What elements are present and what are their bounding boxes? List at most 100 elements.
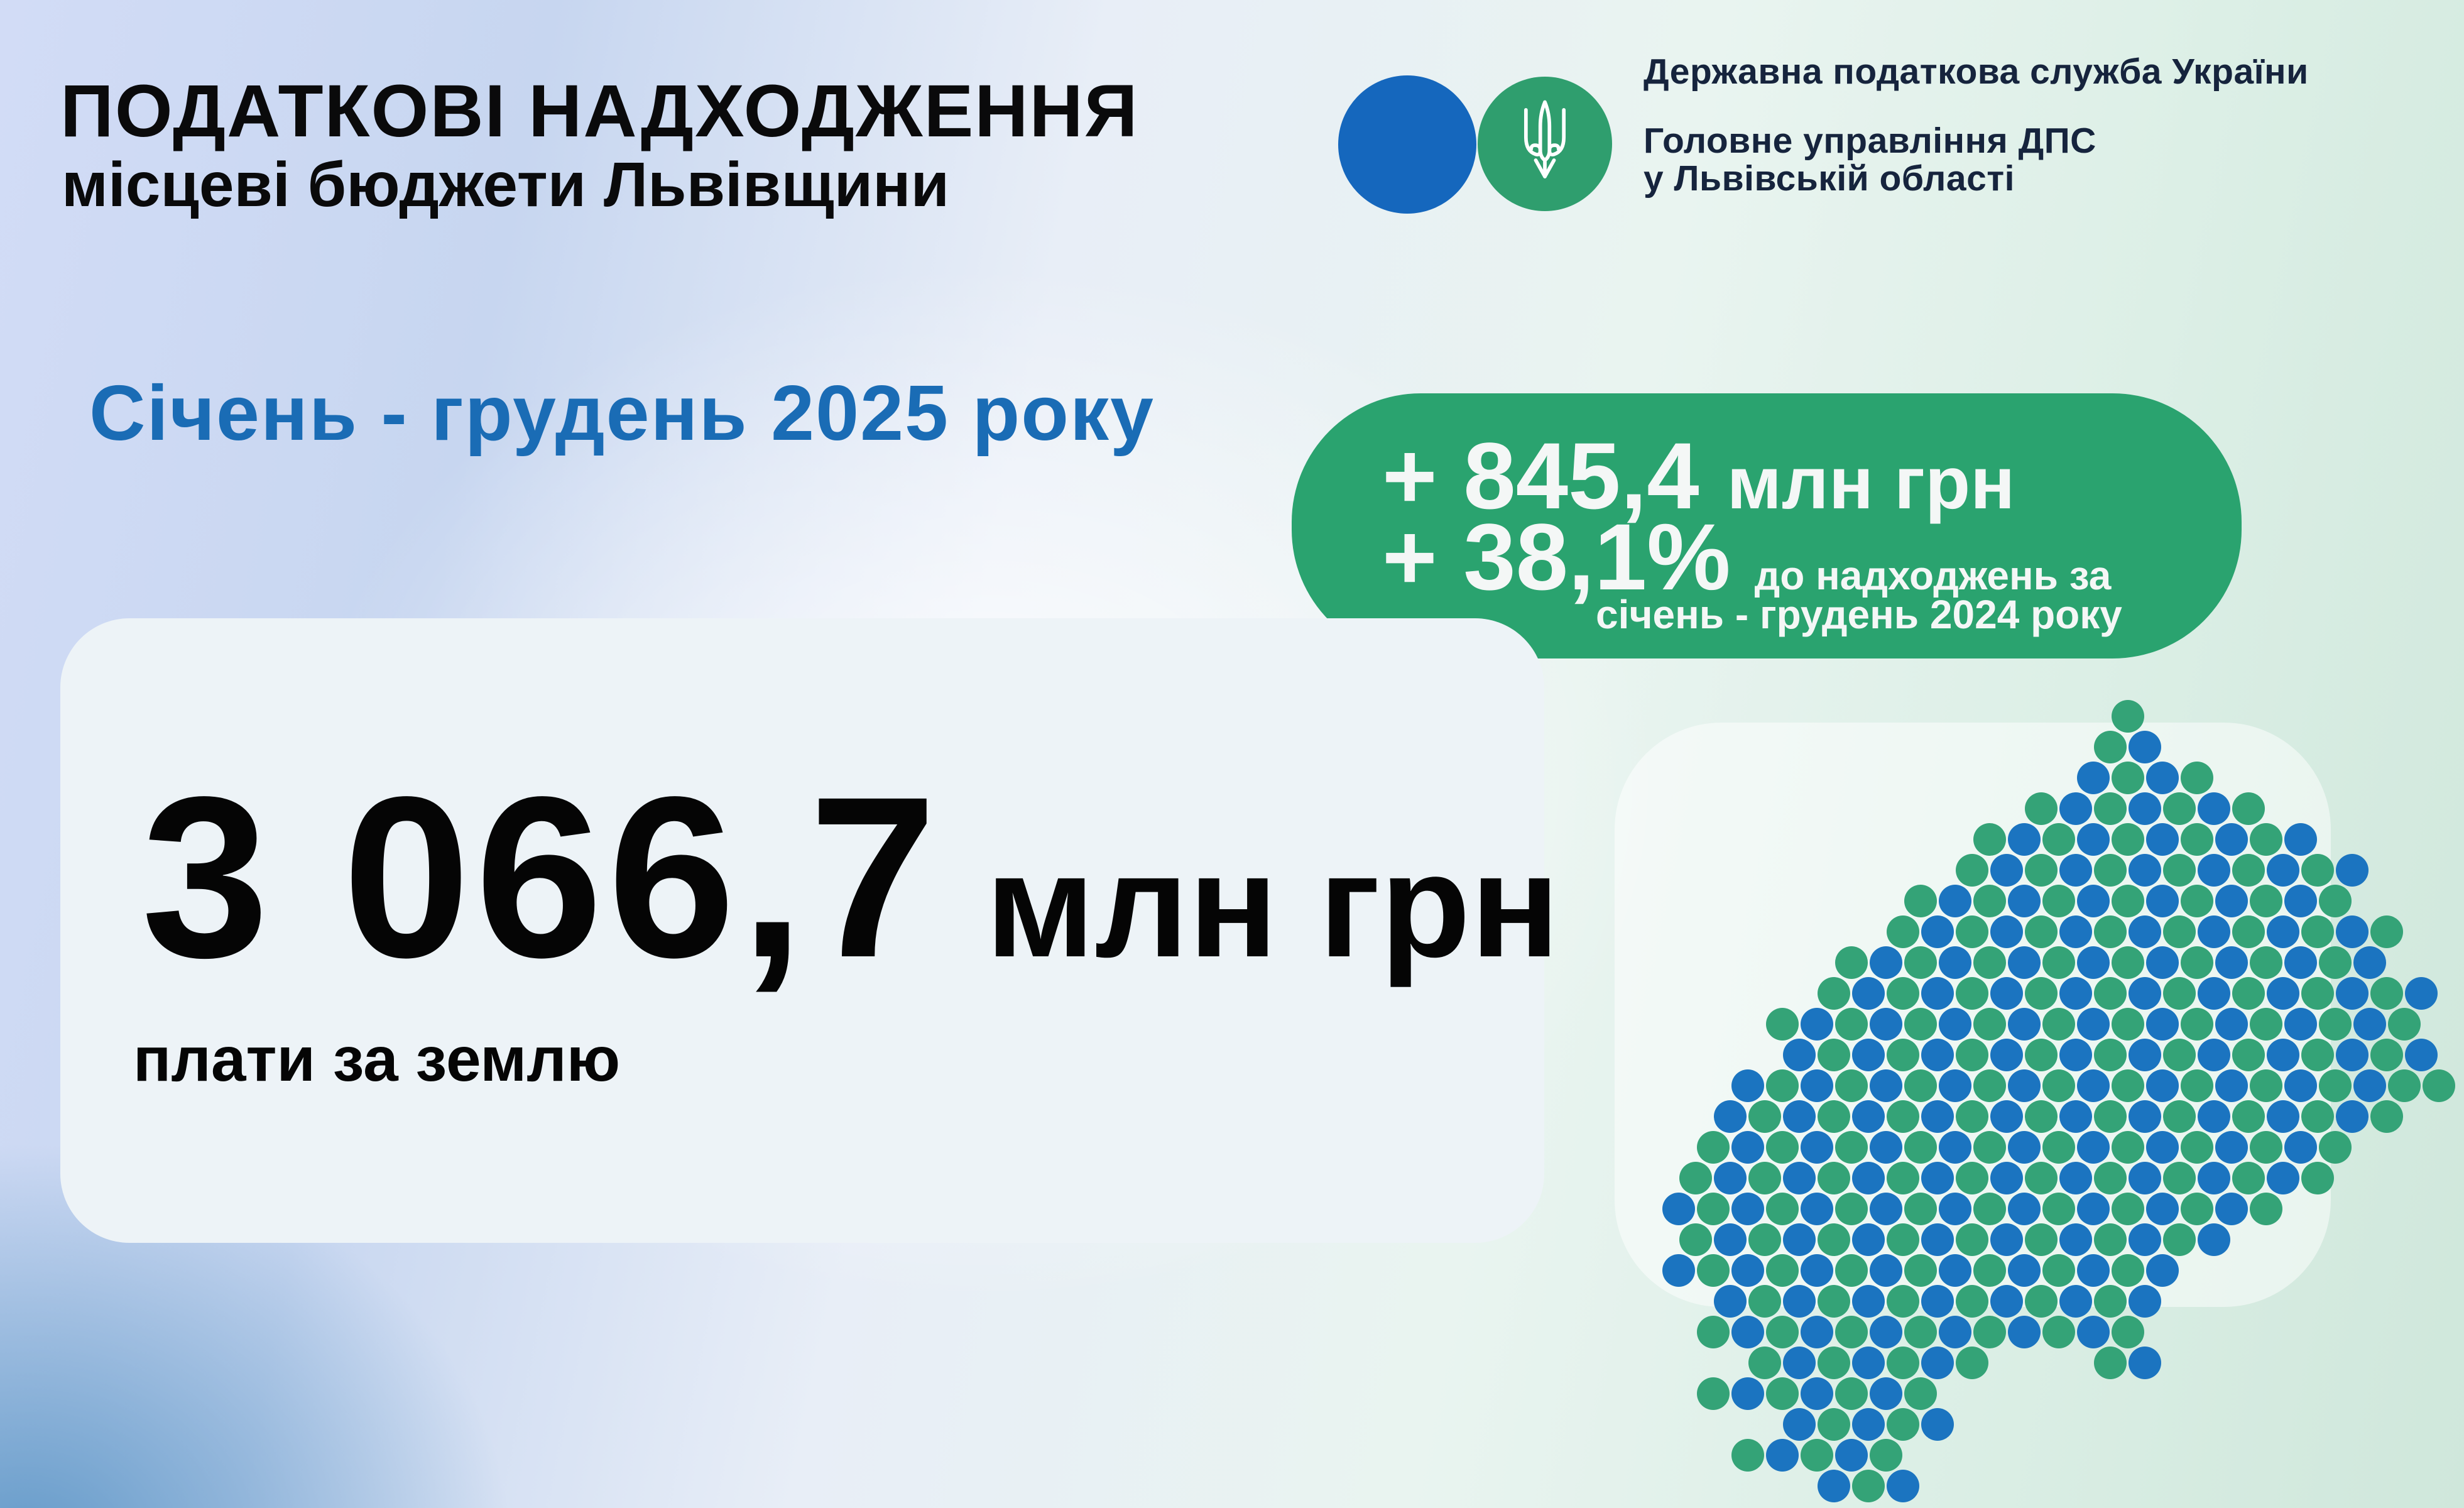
map-dot [2250, 1008, 2282, 1041]
map-dot [1939, 1316, 1971, 1348]
map-dot [1939, 1008, 1971, 1041]
map-dot [2077, 762, 2110, 794]
map-dot [1904, 946, 1937, 979]
map-dot [1939, 1193, 1971, 1225]
map-dot [2025, 1039, 2058, 1071]
map-dot [2008, 1131, 2041, 1164]
map-dot [2198, 1039, 2230, 1071]
map-dot [1921, 977, 1954, 1010]
map-dot [1990, 977, 2023, 1010]
map-dot [2112, 823, 2144, 856]
map-dot [2042, 823, 2075, 856]
map-dot [2301, 854, 2334, 887]
map-dot [2129, 731, 2161, 763]
map-dot [2267, 1100, 2299, 1133]
main-stat-unit: млн грн [985, 822, 1560, 988]
map-dot [2112, 1131, 2144, 1164]
highlight-line1-unit: млн грн [1726, 442, 2015, 525]
map-dot [1870, 1131, 1902, 1164]
map-dot [2163, 1100, 2196, 1133]
map-dot [1697, 1254, 1730, 1287]
map-dot [1818, 1223, 1850, 1256]
map-dot [1904, 1377, 1937, 1410]
map-dot [1990, 1223, 2023, 1256]
map-dot [1801, 1193, 1833, 1225]
map-dot [2301, 1039, 2334, 1071]
map-dot [1783, 1223, 1816, 1256]
map-dot [2077, 1069, 2110, 1102]
map-dot [1990, 915, 2023, 948]
map-dot [2232, 915, 2265, 948]
map-dot [2112, 1008, 2144, 1041]
map-dot [2146, 1193, 2179, 1225]
map-dot [1921, 1285, 1954, 1318]
map-dot [1835, 1377, 1868, 1410]
map-dot [2077, 885, 2110, 917]
map-dot [1748, 1223, 1781, 1256]
map-dot [2129, 1162, 2161, 1194]
map-dot [1973, 885, 2006, 917]
map-dot [2370, 1039, 2403, 1071]
main-stat-label: плати за землю [133, 1024, 621, 1095]
map-dot [2129, 854, 2161, 887]
map-dot [1990, 1162, 2023, 1194]
map-dot [2094, 792, 2127, 825]
map-dot [1852, 1039, 1885, 1071]
map-dot [1731, 1377, 1764, 1410]
map-dot [2025, 915, 2058, 948]
map-dot [2215, 885, 2248, 917]
map-dot [2370, 977, 2403, 1010]
map-dot [2059, 1100, 2092, 1133]
map-dot [2042, 1008, 2075, 1041]
map-dot [2215, 946, 2248, 979]
map-dot [1956, 1347, 1988, 1379]
map-dot [2059, 1285, 2092, 1318]
map-dot [1939, 1254, 1971, 1287]
map-dot [2319, 1131, 2352, 1164]
map-dot [2008, 1069, 2041, 1102]
map-dot [1697, 1193, 1730, 1225]
highlight-line2: + 38,1% до надходжень за [1382, 510, 2111, 604]
map-dot [1766, 1069, 1799, 1102]
map-dot [1939, 885, 1971, 917]
map-dot [2232, 977, 2265, 1010]
map-dot [2094, 977, 2127, 1010]
map-dot [2319, 1008, 2352, 1041]
map-dot [2284, 946, 2317, 979]
map-dot [1921, 1162, 1954, 1194]
map-dot [2025, 792, 2058, 825]
map-dot [1956, 915, 1988, 948]
map-dot [2250, 885, 2282, 917]
stat-card [60, 618, 1544, 1243]
map-dot [1870, 1193, 1902, 1225]
map-dot [1887, 1162, 1919, 1194]
map-dot [2353, 1069, 2386, 1102]
map-dot [1921, 1100, 1954, 1133]
map-dot [2112, 1193, 2144, 1225]
map-dot [1990, 854, 2023, 887]
map-dot [2077, 1008, 2110, 1041]
map-dot [2059, 792, 2092, 825]
map-dot [1887, 1347, 1919, 1379]
map-dot [2077, 1131, 2110, 1164]
logo-blue-circle [1338, 75, 1476, 214]
map-dot [2215, 1193, 2248, 1225]
map-dot [2094, 1100, 2127, 1133]
map-dot [1852, 1470, 1885, 1502]
map-dot [2215, 823, 2248, 856]
map-dot [2094, 1162, 2127, 1194]
map-dot [1852, 1162, 1885, 1194]
map-dot [2042, 1069, 2075, 1102]
map-dot [1818, 1162, 1850, 1194]
map-dot [2250, 946, 2282, 979]
map-dot [2094, 731, 2127, 763]
map-dot [1835, 1131, 1868, 1164]
map-dot [1956, 977, 1988, 1010]
map-dot [2146, 946, 2179, 979]
map-dot [1783, 1285, 1816, 1318]
map-dot [2215, 1131, 2248, 1164]
map-dot [1766, 1193, 1799, 1225]
page-title: ПОДАТКОВІ НАДХОДЖЕННЯ [60, 70, 1139, 153]
map-dot [1973, 1131, 2006, 1164]
map-dot [1766, 1131, 1799, 1164]
